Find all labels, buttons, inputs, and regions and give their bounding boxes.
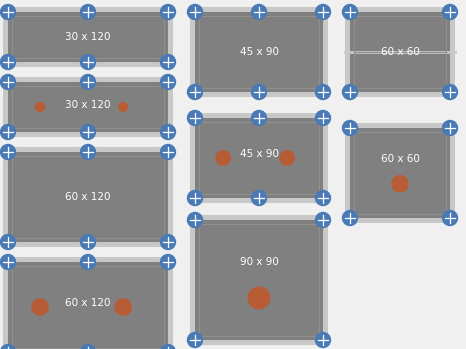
Circle shape: [81, 344, 96, 349]
Bar: [195, 12, 323, 92]
Circle shape: [343, 5, 357, 20]
Bar: [354, 132, 446, 214]
Bar: [190, 113, 328, 203]
Circle shape: [0, 54, 15, 69]
Circle shape: [187, 333, 203, 348]
Circle shape: [0, 74, 15, 89]
Bar: [8, 82, 168, 132]
Circle shape: [160, 254, 176, 269]
Circle shape: [280, 151, 295, 165]
Circle shape: [119, 103, 128, 111]
Circle shape: [443, 120, 458, 135]
Circle shape: [0, 235, 15, 250]
Circle shape: [81, 144, 96, 159]
Circle shape: [248, 287, 270, 309]
Circle shape: [0, 254, 15, 269]
Bar: [3, 77, 173, 137]
Bar: [12, 266, 164, 348]
Text: 30 x 120: 30 x 120: [65, 32, 111, 42]
Bar: [8, 152, 168, 242]
Bar: [3, 7, 173, 67]
Circle shape: [0, 144, 15, 159]
Text: 45 x 90: 45 x 90: [240, 47, 279, 57]
Bar: [350, 12, 450, 92]
Bar: [350, 128, 450, 218]
Circle shape: [81, 54, 96, 69]
Circle shape: [216, 151, 230, 165]
Circle shape: [160, 5, 176, 20]
Circle shape: [32, 299, 48, 315]
Circle shape: [443, 84, 458, 99]
Bar: [190, 7, 328, 97]
Circle shape: [315, 111, 330, 126]
Text: 60 x 60: 60 x 60: [381, 155, 419, 164]
Bar: [199, 224, 319, 336]
Circle shape: [81, 254, 96, 269]
Bar: [8, 262, 168, 349]
Circle shape: [252, 191, 267, 206]
Circle shape: [187, 111, 203, 126]
Circle shape: [443, 5, 458, 20]
Circle shape: [0, 5, 15, 20]
Circle shape: [187, 213, 203, 228]
Bar: [12, 86, 164, 128]
Circle shape: [160, 144, 176, 159]
Circle shape: [160, 54, 176, 69]
Text: 60 x 120: 60 x 120: [65, 192, 111, 202]
Circle shape: [343, 210, 357, 225]
Circle shape: [343, 84, 357, 99]
Circle shape: [81, 125, 96, 140]
Bar: [12, 16, 164, 58]
Bar: [195, 220, 323, 340]
Bar: [12, 156, 164, 238]
Circle shape: [160, 235, 176, 250]
Text: 30 x 120: 30 x 120: [65, 99, 111, 110]
Circle shape: [315, 213, 330, 228]
Circle shape: [392, 176, 408, 192]
Bar: [3, 147, 173, 247]
Circle shape: [315, 84, 330, 99]
Circle shape: [315, 333, 330, 348]
Circle shape: [252, 84, 267, 99]
Bar: [199, 16, 319, 88]
Circle shape: [187, 84, 203, 99]
Circle shape: [115, 299, 131, 315]
Circle shape: [160, 344, 176, 349]
Circle shape: [187, 5, 203, 20]
Bar: [354, 16, 446, 88]
Circle shape: [81, 5, 96, 20]
Circle shape: [315, 191, 330, 206]
Circle shape: [343, 120, 357, 135]
Bar: [345, 7, 455, 97]
Circle shape: [160, 125, 176, 140]
Circle shape: [187, 191, 203, 206]
Circle shape: [35, 103, 44, 111]
Circle shape: [252, 111, 267, 126]
Circle shape: [160, 74, 176, 89]
Text: 45 x 90: 45 x 90: [240, 149, 279, 159]
Circle shape: [81, 235, 96, 250]
Bar: [8, 12, 168, 62]
Circle shape: [0, 344, 15, 349]
Text: 90 x 90: 90 x 90: [240, 257, 279, 267]
Circle shape: [81, 74, 96, 89]
Bar: [3, 257, 173, 349]
Circle shape: [252, 5, 267, 20]
Bar: [195, 118, 323, 198]
Bar: [199, 122, 319, 194]
Text: 60 x 60: 60 x 60: [381, 47, 419, 57]
Bar: [190, 215, 328, 345]
Circle shape: [315, 5, 330, 20]
Circle shape: [0, 125, 15, 140]
Circle shape: [443, 210, 458, 225]
Text: 60 x 120: 60 x 120: [65, 297, 111, 307]
Bar: [345, 123, 455, 223]
